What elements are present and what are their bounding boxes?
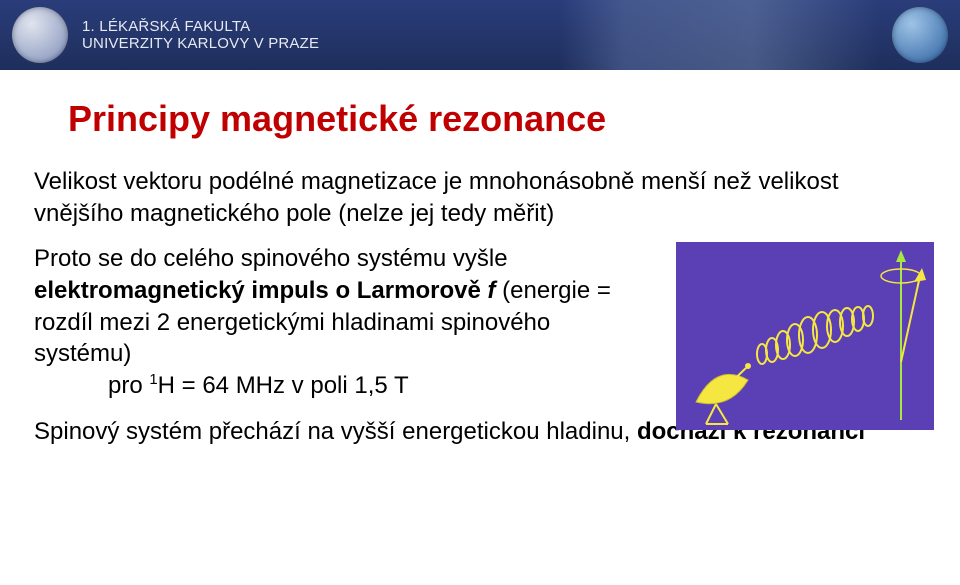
header-line1: 1. LÉKAŘSKÁ FAKULTA [82, 18, 892, 35]
em-wave-illustration [676, 242, 934, 430]
hospital-seal-icon [892, 7, 948, 63]
p2-superscript: 1 [149, 372, 157, 388]
university-seal-icon [12, 7, 68, 63]
p2-bold: elektromagnetický impuls o Larmorově [34, 277, 487, 304]
p2-prefix: Proto se do celého spinového systému vyš… [34, 245, 508, 272]
header-line2: UNIVERZITY KARLOVY V PRAZE [82, 35, 892, 52]
slide-title: Principy magnetické rezonance [68, 98, 926, 140]
header-banner: 1. LÉKAŘSKÁ FAKULTA UNIVERZITY KARLOVY V… [0, 0, 960, 70]
p2-indent: pro 1H = 64 MHz v poli 1,5 T [108, 372, 409, 399]
p3-prefix: Spinový systém přechází na vyšší energet… [34, 418, 637, 445]
paragraph-1: Velikost vektoru podélné magnetizace je … [34, 166, 926, 229]
paragraph-2: Proto se do celého spinového systému vyš… [34, 243, 654, 401]
p2-indent-rest: H = 64 MHz v poli 1,5 T [158, 372, 409, 399]
p2-indent-prefix: pro [108, 372, 149, 399]
header-text-block: 1. LÉKAŘSKÁ FAKULTA UNIVERZITY KARLOVY V… [82, 18, 892, 52]
slide-content: Principy magnetické rezonance Velikost v… [0, 70, 960, 447]
